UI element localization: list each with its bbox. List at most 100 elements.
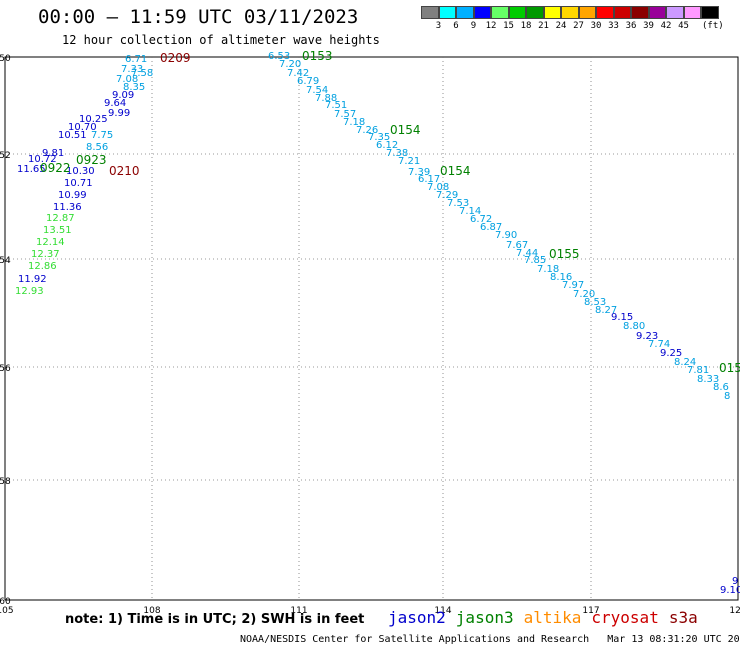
swh-value: 7.14 bbox=[459, 206, 481, 217]
swh-value: 7.57 bbox=[334, 109, 356, 120]
swh-value: 10.71 bbox=[64, 178, 93, 189]
swh-value: 11.65 bbox=[17, 164, 46, 175]
legend-tick-label: 18 bbox=[520, 21, 532, 31]
legend-swatch bbox=[648, 6, 666, 19]
satellite-jason2: jason2 bbox=[388, 608, 446, 627]
legend-tick-label: 42 bbox=[660, 21, 672, 31]
swh-value: 7.18 bbox=[343, 117, 365, 128]
satellite-s3a: s3a bbox=[668, 608, 698, 627]
legend-tick-label: 30 bbox=[590, 21, 602, 31]
swh-value: 9.25 bbox=[660, 348, 682, 359]
legend-swatch bbox=[613, 6, 631, 19]
lon-label: 114 bbox=[434, 606, 451, 616]
legend-swatch bbox=[578, 6, 596, 19]
legend-swatch bbox=[473, 6, 491, 19]
swh-value: 10.25 bbox=[79, 114, 108, 125]
swh-value: 7.67 bbox=[506, 240, 528, 251]
swh-value: 8.27 bbox=[595, 305, 617, 316]
swh-value: 11.92 bbox=[18, 274, 47, 285]
swh-value: 7.33 bbox=[121, 64, 143, 75]
swh-value: 7.85 bbox=[524, 255, 546, 266]
lon-label: 120 bbox=[729, 606, 740, 616]
swh-value: 7.20 bbox=[279, 59, 301, 70]
legend-swatch bbox=[491, 6, 509, 19]
swh-value: 8.35 bbox=[123, 82, 145, 93]
legend-swatch bbox=[683, 6, 701, 19]
satellite-cryosat: cryosat bbox=[591, 608, 659, 627]
swh-value: 7.21 bbox=[398, 156, 420, 167]
legend-swatch bbox=[666, 6, 684, 19]
swh-value: 9.15 bbox=[611, 312, 633, 323]
legend-tick-label: 33 bbox=[608, 21, 619, 31]
legend-swatch bbox=[596, 6, 614, 19]
color-legend-unit: (ft) bbox=[702, 21, 724, 31]
map-frame bbox=[4, 56, 739, 601]
swh-value: 7.51 bbox=[325, 100, 347, 111]
legend-swatch bbox=[526, 6, 544, 19]
color-legend bbox=[421, 6, 719, 19]
legend-swatch bbox=[456, 6, 474, 19]
lat-label: -60 bbox=[0, 597, 11, 607]
swh-value: 7.54 bbox=[306, 85, 328, 96]
swh-value: 7.38 bbox=[386, 148, 408, 159]
legend-tick-label: 3 bbox=[435, 21, 442, 31]
swh-value: 7.08 bbox=[427, 182, 449, 193]
legend-swatch bbox=[438, 6, 456, 19]
lon-label: 117 bbox=[582, 606, 599, 616]
swh-value: 7.97 bbox=[562, 280, 584, 291]
time-label: 0922 bbox=[40, 161, 71, 175]
time-label: 0155 bbox=[549, 247, 580, 261]
legend-tick-label: 24 bbox=[555, 21, 567, 31]
lon-label: 108 bbox=[143, 606, 160, 616]
swh-value: 12.87 bbox=[46, 213, 75, 224]
swh-value: 7.74 bbox=[648, 339, 670, 350]
satellite-jason3: jason3 bbox=[455, 608, 514, 627]
swh-value: 7.90 bbox=[495, 230, 517, 241]
swh-value: 10.72 bbox=[28, 154, 57, 165]
legend-swatch bbox=[421, 6, 439, 19]
satellite-altika: altika bbox=[523, 608, 582, 627]
legend-tick-label: 27 bbox=[573, 21, 584, 31]
lat-label: -56 bbox=[0, 364, 11, 374]
swh-value: 7.53 bbox=[447, 198, 469, 209]
legend-tick-label: 39 bbox=[643, 21, 654, 31]
swh-value: 9.23 bbox=[636, 331, 658, 342]
legend-tick-label: 21 bbox=[538, 21, 549, 31]
swh-value: 6.12 bbox=[376, 140, 398, 151]
swh-value: 8 bbox=[724, 391, 730, 402]
swh-value: 7.44 bbox=[516, 248, 538, 259]
legend-swatch bbox=[561, 6, 579, 19]
swh-value: 6.72 bbox=[470, 214, 492, 225]
satellite-legend: jason2 jason3 altika cryosat s3a bbox=[388, 608, 698, 627]
footer-credit: NOAA/NESDIS Center for Satellite Applica… bbox=[240, 634, 740, 645]
lat-label: -52 bbox=[0, 151, 11, 161]
legend-tick-label: 6 bbox=[453, 21, 459, 31]
swh-value: 8.80 bbox=[623, 321, 645, 332]
swh-value: 10.70 bbox=[68, 122, 97, 133]
map-title: 00:00 – 11:59 UTC 03/11/2023 bbox=[38, 6, 359, 28]
time-label: 0154 bbox=[440, 164, 471, 178]
legend-tick-label: 15 bbox=[503, 21, 514, 31]
swh-value: 8.24 bbox=[674, 357, 696, 368]
swh-value: 6.53 bbox=[268, 51, 290, 62]
lat-label: -54 bbox=[0, 256, 11, 266]
swh-value: 8.16 bbox=[550, 272, 572, 283]
swh-value: 9.99 bbox=[108, 108, 130, 119]
legend-tick-label: 45 bbox=[678, 21, 689, 31]
color-legend-labels: 3 6 9 12 15 18 21 24 27 30 33 36 39 42 45 bbox=[421, 21, 740, 33]
swh-value: 8.56 bbox=[86, 142, 108, 153]
map-subtitle: 12 hour collection of altimeter wave hei… bbox=[62, 33, 380, 47]
lon-label: 105 bbox=[0, 606, 14, 616]
legend-tick-label: 12 bbox=[485, 21, 497, 31]
swh-value: 7.26 bbox=[356, 125, 378, 136]
swh-value: 6.87 bbox=[480, 222, 502, 233]
swh-value: 10.30 bbox=[66, 166, 95, 177]
time-label: 0209 bbox=[160, 51, 191, 65]
lat-label: -50 bbox=[0, 54, 11, 64]
swh-value: 7.75 bbox=[91, 130, 113, 141]
swh-value: 8.33 bbox=[697, 374, 719, 385]
swh-value: 6.79 bbox=[297, 76, 319, 87]
swh-value: 10.99 bbox=[58, 190, 87, 201]
swh-value: 12.86 bbox=[28, 261, 57, 272]
